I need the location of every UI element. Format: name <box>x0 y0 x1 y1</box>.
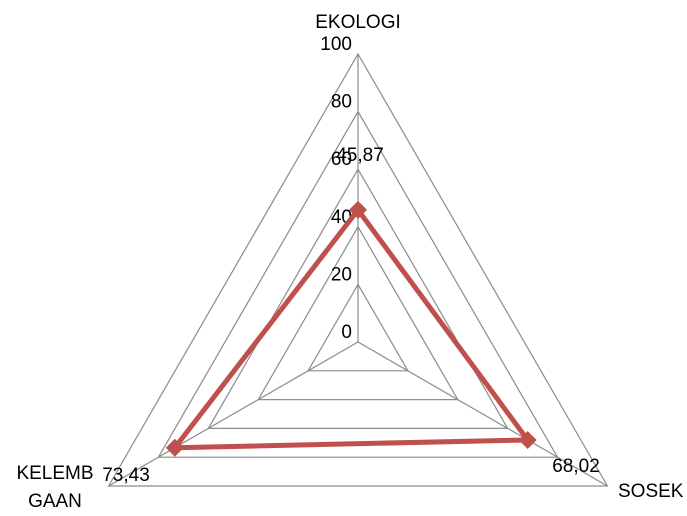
data-label-ekologi: 45,87 <box>336 145 384 166</box>
data-label-sosek: 68,02 <box>552 456 600 477</box>
axis-label-kelembagaan: KELEMB GAAN <box>16 463 93 512</box>
tick-label-0: 0 <box>341 322 352 343</box>
grid-ring-80 <box>157 110 559 458</box>
axis-label-sosek: SOSEK <box>618 481 684 502</box>
grid-ring-40 <box>257 225 459 401</box>
data-point-sosek <box>518 430 537 449</box>
tick-label-60: 60 <box>331 149 352 170</box>
spoke-1 <box>357 341 608 487</box>
data-point-ekologi <box>349 200 367 219</box>
series-line-0 <box>169 205 533 451</box>
tick-label-100: 100 <box>320 34 352 55</box>
grid-ring-100 <box>107 52 609 487</box>
data-label-kelembagaan: 73,43 <box>102 465 150 486</box>
data-point-kelembagaan <box>165 438 184 457</box>
grid-ring-60 <box>207 167 509 429</box>
grid-ring-20 <box>307 283 409 372</box>
spoke-2 <box>108 341 359 487</box>
axis-label-ekologi: EKOLOGI <box>315 12 401 33</box>
tick-label-20: 20 <box>331 264 352 285</box>
tick-label-80: 80 <box>331 92 352 113</box>
